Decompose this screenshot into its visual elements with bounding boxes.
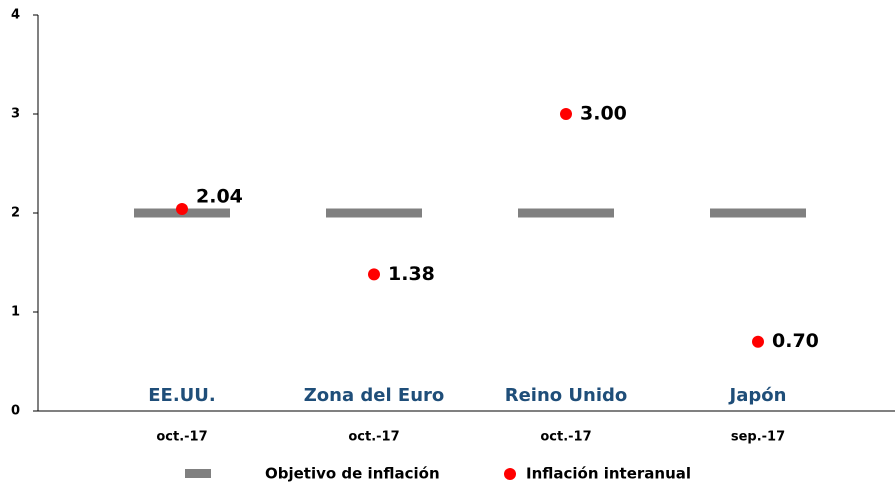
legend-label: Inflación interanual (526, 465, 691, 483)
inflation-dot (176, 203, 188, 216)
x-tick-label: oct.-17 (540, 430, 591, 445)
value-label: 0.70 (772, 330, 819, 352)
x-tick-label: oct.-17 (348, 430, 399, 445)
region-label: Reino Unido (505, 385, 628, 406)
target-dash (710, 208, 806, 218)
region-label: Zona del Euro (304, 385, 445, 406)
legend-swatch (504, 468, 516, 480)
target-dash (326, 208, 422, 218)
x-tick-label: sep.-17 (731, 430, 785, 445)
region-label: Japón (728, 385, 787, 406)
value-label: 1.38 (388, 263, 435, 285)
y-tick-label: 0 (11, 404, 20, 419)
inflation-dot (368, 268, 380, 281)
y-tick-label: 2 (11, 206, 20, 221)
legend-label: Objetivo de inflación (265, 465, 440, 483)
legend-swatch (185, 469, 211, 478)
inflation-dot (560, 108, 572, 120)
x-tick-label: oct.-17 (156, 430, 207, 445)
value-label: 3.00 (580, 103, 627, 125)
value-label: 2.04 (196, 186, 243, 208)
inflation-dot (752, 335, 764, 348)
y-tick-label: 3 (11, 107, 20, 122)
region-label: EE.UU. (148, 385, 216, 406)
y-tick-label: 4 (11, 8, 20, 23)
target-dash (518, 208, 614, 218)
y-tick-label: 1 (11, 305, 20, 320)
